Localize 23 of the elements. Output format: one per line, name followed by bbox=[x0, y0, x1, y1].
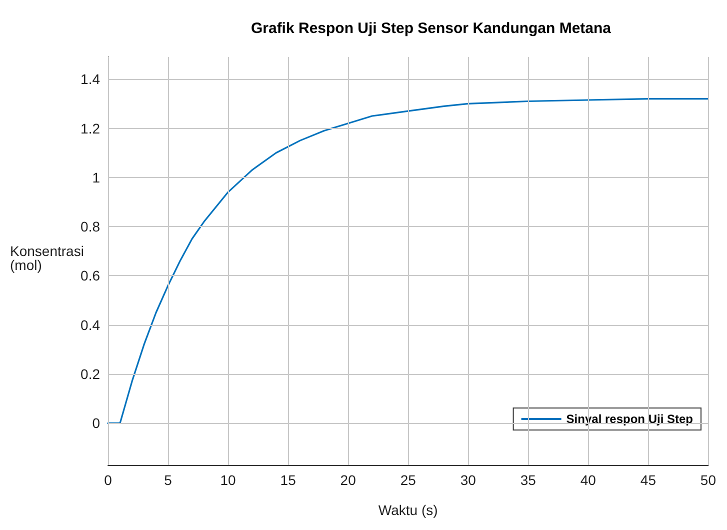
x-tick-label: 40 bbox=[580, 472, 596, 488]
x-tick-label: 25 bbox=[400, 472, 416, 488]
y-tick-label: 0.8 bbox=[80, 218, 100, 235]
x-tick-label: 35 bbox=[520, 472, 536, 488]
x-tick-label: 45 bbox=[640, 472, 656, 488]
y-tick-label: 0.6 bbox=[80, 268, 100, 284]
x-tick-label: 10 bbox=[220, 472, 236, 488]
x-tick-label: 5 bbox=[164, 472, 172, 488]
x-tick-label: 30 bbox=[460, 472, 476, 488]
y-tick-label: 1.2 bbox=[80, 120, 100, 136]
x-tick-label: 20 bbox=[340, 472, 356, 488]
x-tick-label: 0 bbox=[104, 472, 112, 488]
line-series bbox=[107, 98, 710, 424]
x-tick-label: 15 bbox=[280, 472, 296, 488]
legend-label: Sinyal respon Uji Step bbox=[566, 412, 694, 426]
y-tick-label: 1 bbox=[92, 169, 100, 186]
y-tick-label: 0.2 bbox=[80, 366, 100, 382]
x-tick-label: 50 bbox=[700, 472, 716, 488]
y-tick-label: 0 bbox=[92, 415, 100, 432]
chart-title: Grafik Respon Uji Step Sensor Kandungan Metana bbox=[250, 20, 612, 37]
x-axis-title: Waktu (s) bbox=[378, 502, 438, 518]
y-tick-label: 1.4 bbox=[80, 71, 100, 88]
y-tick-label: 0.4 bbox=[80, 316, 100, 333]
